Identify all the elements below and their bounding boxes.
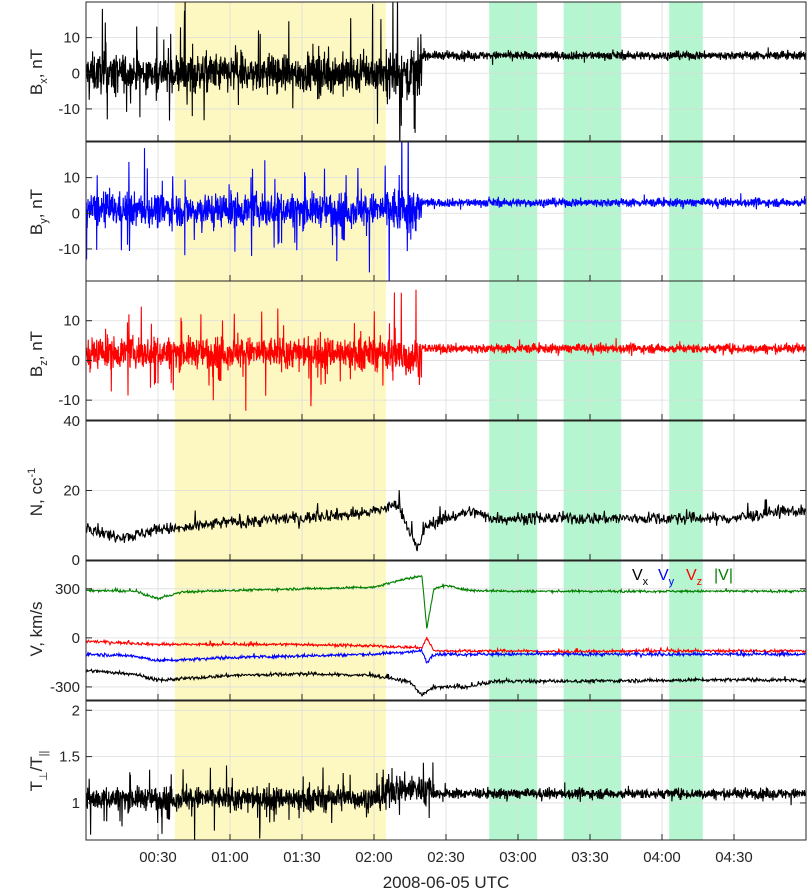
bx-axis-label: Bx, nT: [27, 49, 50, 95]
by-ytick-label: 0: [72, 205, 80, 222]
bx-series-0: [86, 2, 806, 141]
n-axis-label: N, cc-1: [26, 468, 46, 517]
legend-vz: Vz: [686, 567, 702, 588]
t-series-0: [86, 762, 806, 840]
by-ytick-label: 10: [63, 170, 80, 187]
legend-vx: Vx: [632, 567, 649, 588]
by-axis-label: By, nT: [27, 189, 50, 235]
xtick-label: 02:00: [355, 849, 393, 866]
data-series: [86, 2, 806, 840]
by-series-0: [86, 142, 806, 281]
grid-lines: [86, 2, 806, 840]
bz-axis-label: Bz, nT: [27, 331, 50, 377]
v-ytick-label: 0: [72, 630, 80, 647]
svg-text:Bx, nT: Bx, nT: [27, 49, 50, 95]
svg-text:Bz, nT: Bz, nT: [27, 331, 50, 377]
svg-text:T⊥/T||: T⊥/T||: [27, 751, 50, 792]
xtick-label: 01:00: [211, 849, 249, 866]
axis-ticks: -10 0 10 -10 0 10 -10 0 10 0 20 40 -300 0 300 1 1.5 2 00:3…: [50, 30, 806, 866]
xtick-label: 01:30: [283, 849, 321, 866]
xtick-label: 04:30: [715, 849, 753, 866]
n-ytick-label: 20: [63, 483, 80, 500]
n-series-0: [86, 490, 806, 552]
bz-ytick-label: 0: [72, 352, 80, 369]
velocity-legend: Vx Vy Vz |V|: [632, 567, 733, 588]
t-ytick-label: 1.5: [59, 749, 80, 766]
x-axis-title: 2008-06-05 UTC: [383, 873, 510, 891]
by-ytick-label: -10: [58, 241, 80, 258]
svg-text:By, nT: By, nT: [27, 189, 50, 235]
v-series-3: [86, 668, 806, 698]
n-ytick-label: 0: [72, 552, 80, 569]
t-ytick-label: 1: [72, 795, 80, 812]
bz-series-0: [86, 289, 806, 411]
v-series-2: [86, 647, 806, 664]
bz-ytick-label: -10: [58, 392, 80, 409]
legend-vy: Vy: [658, 567, 675, 588]
bx-ytick-label: 0: [72, 65, 80, 82]
v-ytick-label: 300: [55, 581, 80, 598]
svg-text:N, cc-1: N, cc-1: [26, 468, 46, 517]
v-ytick-label: -300: [50, 679, 80, 696]
bx-ytick-label: 10: [63, 30, 80, 47]
v-axis-label: V, km/s: [27, 601, 46, 656]
bx-ytick-label: -10: [58, 101, 80, 118]
v-series-1: [86, 636, 806, 655]
svg-text:V, km/s: V, km/s: [27, 601, 46, 656]
xtick-label: 04:00: [643, 849, 681, 866]
v-series-0: [86, 574, 806, 629]
t-ratio-axis-label: T⊥/T||: [27, 751, 50, 792]
n-ytick-label: 40: [63, 413, 80, 430]
xtick-label: 03:30: [571, 849, 609, 866]
legend-vmag: |V|: [714, 567, 733, 584]
xtick-label: 03:00: [499, 849, 537, 866]
t-ytick-label: 2: [72, 702, 80, 719]
xtick-label: 02:30: [427, 849, 465, 866]
xtick-label: 00:30: [139, 849, 177, 866]
bz-ytick-label: 10: [63, 313, 80, 330]
